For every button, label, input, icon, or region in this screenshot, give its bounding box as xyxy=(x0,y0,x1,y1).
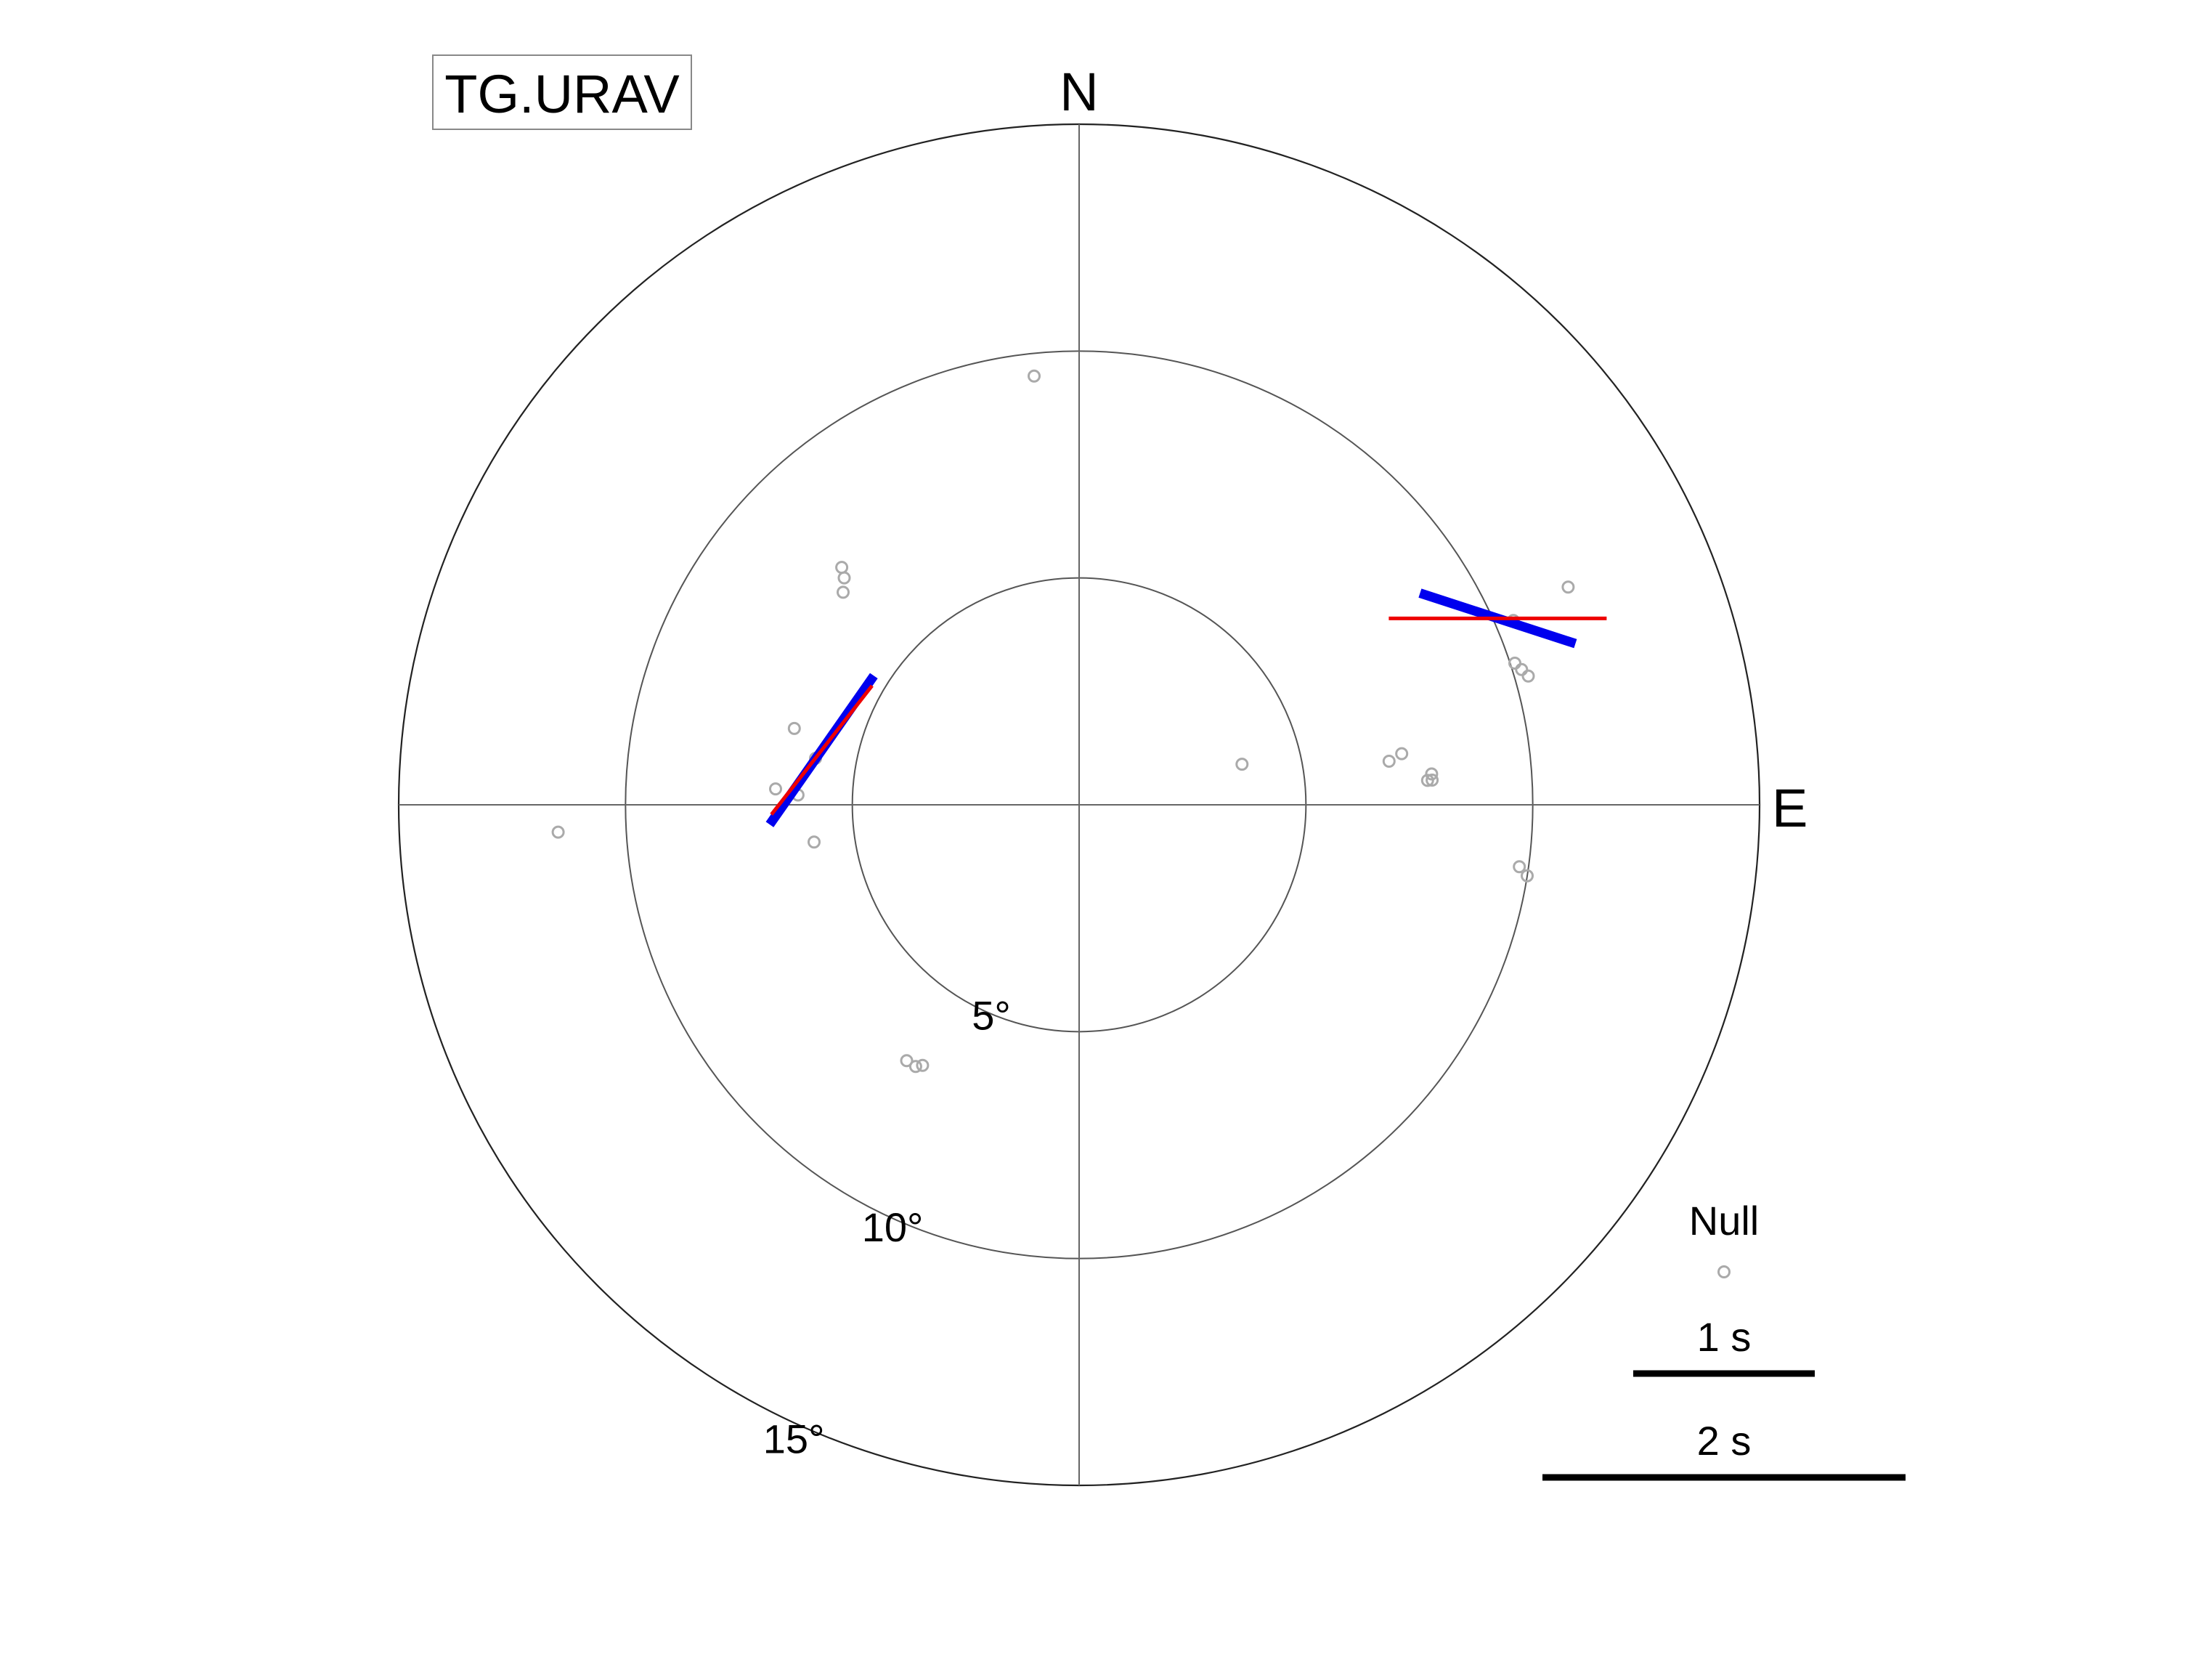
null-point xyxy=(908,1060,922,1074)
null-point xyxy=(900,1054,914,1068)
scale-bar-label: 1 s xyxy=(1697,1314,1752,1360)
null-point xyxy=(1235,758,1249,771)
null-point xyxy=(1395,747,1409,760)
null-point xyxy=(916,1058,930,1072)
null-point xyxy=(837,585,850,599)
null-point xyxy=(808,835,821,849)
null-measurements xyxy=(551,369,1575,1074)
null-point xyxy=(1521,869,1534,883)
north-label: N xyxy=(1060,62,1098,122)
polar-grid xyxy=(397,123,1761,1487)
splitting-bar-method_b xyxy=(770,684,874,816)
east-label: E xyxy=(1772,778,1808,838)
station-title-box: TG.URAV xyxy=(432,54,692,130)
null-point xyxy=(551,825,565,839)
null-point xyxy=(1426,774,1439,787)
ring-label-15: 15° xyxy=(763,1416,825,1462)
null-point xyxy=(1561,580,1575,594)
null-point xyxy=(1425,767,1439,781)
null-point xyxy=(1382,755,1396,768)
null-point xyxy=(1420,774,1434,787)
null-point xyxy=(1521,669,1535,683)
null-point xyxy=(837,571,851,585)
null-point xyxy=(769,782,782,796)
legend: Null 1 s 2 s xyxy=(1542,1198,1906,1481)
ring-labels: 5° 10° 15° xyxy=(763,993,1011,1462)
null-point xyxy=(1515,662,1529,676)
null-point xyxy=(1508,657,1521,670)
null-point xyxy=(1028,369,1041,383)
null-point xyxy=(787,721,801,735)
ring-label-5: 5° xyxy=(972,993,1011,1039)
null-point xyxy=(1513,860,1526,874)
null-legend-label: Null xyxy=(1689,1198,1759,1244)
title-frame xyxy=(432,54,692,130)
station-title: TG.URAV xyxy=(444,64,680,124)
ring-label-10: 10° xyxy=(862,1204,924,1250)
null-legend-symbol xyxy=(1717,1265,1731,1278)
delay-time-scale-bars: 1 s 2 s xyxy=(1542,1314,1906,1481)
splitting-measurements xyxy=(765,588,1607,827)
scale-bar-label: 2 s xyxy=(1697,1418,1752,1464)
null-point xyxy=(835,561,849,575)
